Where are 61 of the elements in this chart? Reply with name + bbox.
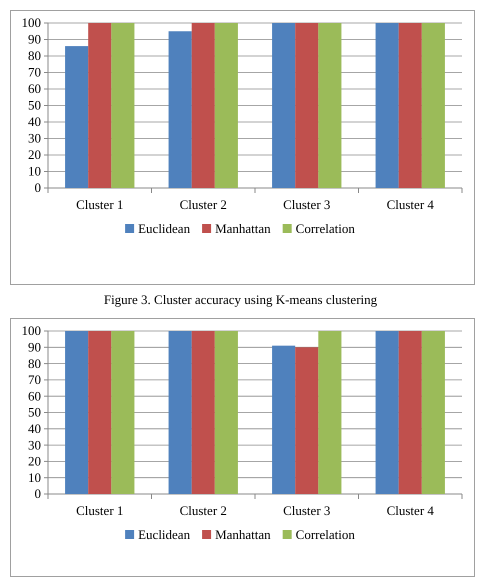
y-tick-label: 50 bbox=[28, 98, 41, 113]
x-tick-label: Cluster 1 bbox=[76, 503, 124, 518]
x-tick-label: Cluster 1 bbox=[76, 197, 124, 212]
legend-label: Correlation bbox=[296, 527, 356, 542]
x-tick-label: Cluster 4 bbox=[386, 197, 434, 212]
y-tick-label: 0 bbox=[34, 180, 41, 196]
y-tick-label: 90 bbox=[28, 339, 41, 354]
x-tick-label: Cluster 3 bbox=[283, 197, 330, 212]
bar bbox=[295, 23, 318, 188]
bar bbox=[376, 331, 399, 494]
y-tick-label: 50 bbox=[28, 404, 41, 420]
y-tick-label: 90 bbox=[28, 32, 41, 47]
bar bbox=[88, 23, 112, 188]
y-tick-label: 100 bbox=[22, 15, 41, 30]
bar bbox=[318, 331, 342, 494]
bar bbox=[398, 23, 422, 188]
bar bbox=[111, 331, 134, 494]
y-tick-label: 30 bbox=[28, 437, 41, 452]
y-tick-label: 30 bbox=[28, 130, 41, 146]
legend-label: Euclidean bbox=[138, 221, 191, 236]
y-tick-label: 80 bbox=[28, 356, 41, 371]
y-tick-label: 70 bbox=[28, 372, 41, 388]
caption: Figure 3. Cluster accuracy using K-means clustering bbox=[102, 292, 378, 308]
y-tick-label: 40 bbox=[28, 114, 41, 130]
x-tick-label: Cluster 3 bbox=[283, 503, 330, 518]
legend-label: Correlation bbox=[296, 221, 356, 236]
bar bbox=[376, 23, 399, 188]
y-tick-label: 20 bbox=[28, 454, 41, 469]
y-tick-label: 80 bbox=[28, 48, 41, 64]
bar bbox=[88, 331, 112, 494]
bar bbox=[272, 346, 296, 494]
x-tick-label: Cluster 4 bbox=[386, 503, 434, 518]
y-tick-label: 10 bbox=[28, 164, 41, 179]
y-tick-label: 60 bbox=[28, 81, 41, 96]
bar bbox=[192, 23, 215, 188]
bar bbox=[192, 331, 215, 494]
legend-label: Euclidean bbox=[138, 527, 191, 542]
bar bbox=[272, 23, 296, 188]
legend-label: Manhattan bbox=[215, 221, 272, 236]
bar bbox=[111, 23, 134, 188]
bar bbox=[214, 23, 238, 188]
bar bbox=[422, 23, 445, 188]
bar bbox=[422, 331, 445, 494]
legend-label: Manhattan bbox=[215, 527, 272, 542]
bar bbox=[65, 331, 88, 494]
y-tick-label: 70 bbox=[28, 64, 41, 80]
bar bbox=[398, 331, 422, 494]
bar bbox=[65, 46, 88, 188]
x-tick-label: Cluster 2 bbox=[180, 503, 227, 518]
bar bbox=[214, 331, 238, 494]
y-tick-label: 0 bbox=[34, 486, 41, 502]
bar bbox=[295, 347, 318, 494]
y-tick-label: 20 bbox=[28, 147, 41, 162]
y-tick-label: 10 bbox=[28, 470, 41, 485]
x-tick-label: Cluster 2 bbox=[180, 197, 227, 212]
y-tick-label: 40 bbox=[28, 420, 41, 436]
bar bbox=[168, 331, 192, 494]
y-tick-label: 60 bbox=[28, 388, 41, 404]
y-tick-label: 100 bbox=[22, 323, 41, 338]
bar bbox=[318, 23, 342, 188]
bar bbox=[168, 31, 192, 188]
